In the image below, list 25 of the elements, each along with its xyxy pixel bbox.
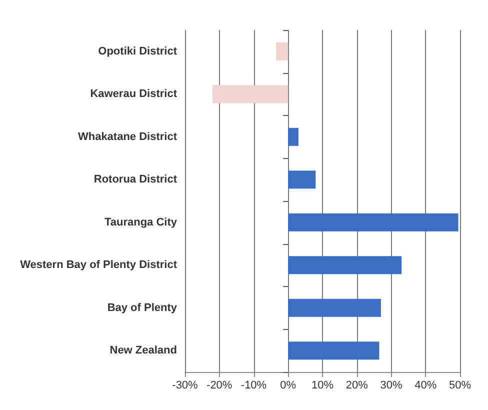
- bar: [288, 256, 402, 274]
- x-tick-label: 0%: [280, 380, 296, 392]
- y-tick-label: Rotorua District: [94, 174, 178, 186]
- y-tick-label: Bay of Plenty: [107, 302, 178, 314]
- x-tick-label: 50%: [448, 380, 472, 392]
- y-tick-label: Whakatane District: [78, 130, 178, 143]
- x-tick-label: 10%: [311, 380, 334, 392]
- y-tick-label: Kawerau District: [90, 88, 178, 100]
- y-tick-label: New Zealand: [110, 344, 177, 357]
- bar: [288, 342, 380, 360]
- bar: [288, 170, 316, 189]
- x-tick-label: 20%: [346, 380, 368, 392]
- y-tick-label: Western Bay of Plenty District: [20, 259, 178, 272]
- y-tick-label: Opotiki District: [98, 45, 178, 58]
- x-tick-label: -30%: [172, 380, 198, 392]
- bar: [288, 298, 381, 317]
- bar: [288, 128, 298, 146]
- x-tick-label: 30%: [380, 380, 402, 392]
- x-tick-label: 40%: [414, 380, 437, 392]
- x-tick-label: -20%: [206, 380, 232, 392]
- bar: [288, 213, 458, 232]
- x-tick-label: -10%: [240, 380, 267, 392]
- y-tick-label: Tauranga City: [104, 216, 178, 228]
- bar: [276, 42, 288, 60]
- bar: [212, 85, 288, 104]
